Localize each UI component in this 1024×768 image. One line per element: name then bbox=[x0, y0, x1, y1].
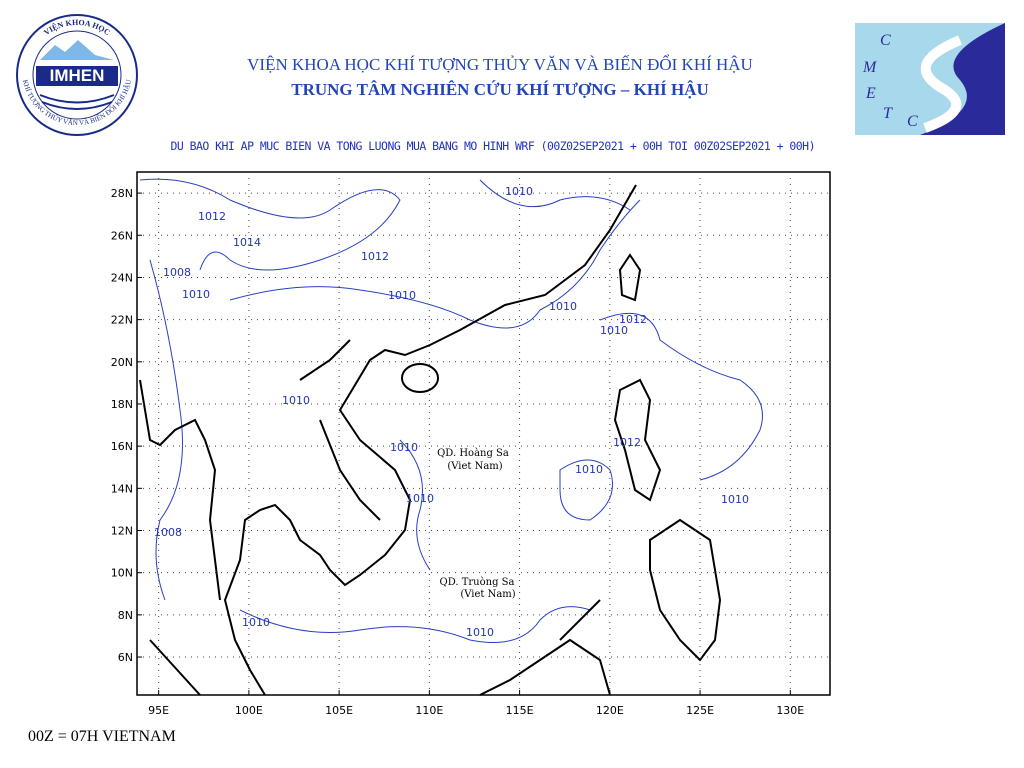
logo-left: IMHEN VIỆN KHOA HỌC KHÍ TƯỢNG THỦY VĂN V… bbox=[16, 14, 138, 136]
place-label: (Viet Nam) bbox=[460, 589, 515, 600]
header-subtitle: TRUNG TÂM NGHIÊN CỨU KHÍ TƯỢNG – KHÍ HẬU bbox=[291, 80, 708, 99]
contour-label: 1010 bbox=[406, 492, 434, 505]
y-tick-label: 18N bbox=[111, 398, 133, 411]
coast bbox=[401, 363, 439, 393]
contour-label: 1010 bbox=[182, 288, 210, 301]
logo-waves bbox=[39, 94, 115, 110]
contour-line bbox=[239, 606, 591, 643]
contour-label: 1008 bbox=[163, 266, 191, 279]
x-tick-label: 100E bbox=[235, 704, 263, 717]
y-tick-label: 10N bbox=[111, 567, 133, 580]
y-tick-label: 28N bbox=[111, 187, 133, 200]
logo-letter: C bbox=[880, 32, 891, 49]
coast bbox=[139, 379, 221, 601]
logo-right bbox=[855, 23, 1005, 135]
contour-label: 1010 bbox=[505, 185, 533, 198]
grid bbox=[137, 172, 830, 695]
contour-label: 1008 bbox=[154, 526, 182, 539]
coast bbox=[613, 378, 662, 502]
contour-label: 1010 bbox=[600, 324, 628, 337]
y-tick-label: 14N bbox=[111, 482, 133, 495]
x-tick-label: 95E bbox=[148, 704, 169, 717]
logo-name: IMHEN bbox=[50, 66, 105, 85]
logo-s bbox=[920, 35, 962, 133]
y-tick-label: 26N bbox=[111, 229, 133, 242]
footer: 00Z = 07H VIETNAM bbox=[28, 728, 176, 745]
x-tick-label: 125E bbox=[686, 704, 714, 717]
logo-shape bbox=[920, 23, 1005, 135]
contour-label: 1010 bbox=[721, 493, 749, 506]
y-tick-label: 12N bbox=[111, 525, 133, 538]
x-tick-label: 110E bbox=[415, 704, 443, 717]
contour-line bbox=[559, 459, 613, 521]
y-tick-label: 16N bbox=[111, 440, 133, 453]
header-title: VIỆN KHOA HỌC KHÍ TƯỢNG THỦY VĂN VÀ BIẾN… bbox=[247, 54, 753, 74]
border bbox=[299, 339, 381, 521]
x-tick-label: 120E bbox=[596, 704, 624, 717]
contour-label: 1010 bbox=[549, 300, 577, 313]
contour-label: 1010 bbox=[466, 626, 494, 639]
logo-letter: M bbox=[862, 59, 878, 76]
contour-line bbox=[479, 179, 631, 211]
y-tick-label: 24N bbox=[111, 271, 133, 284]
coastlines bbox=[139, 184, 722, 696]
contour-line bbox=[229, 199, 641, 329]
place-label: QD. Hoàng Sa bbox=[437, 448, 509, 459]
contour-label: 1014 bbox=[233, 236, 261, 249]
logo-letter: E bbox=[865, 85, 876, 102]
logo-letter: T bbox=[883, 105, 893, 122]
contour-label: 1012 bbox=[613, 436, 641, 449]
y-tick-label: 20N bbox=[111, 356, 133, 369]
contour-label: 1010 bbox=[282, 394, 310, 407]
contour-label: 1010 bbox=[242, 616, 270, 629]
y-tick-label: 6N bbox=[118, 651, 133, 664]
place-label: QD. Truòng Sa bbox=[440, 577, 515, 588]
logo-mountain bbox=[40, 40, 114, 60]
coast bbox=[149, 639, 201, 696]
contour-label: 1010 bbox=[575, 463, 603, 476]
x-tick-label: 115E bbox=[506, 704, 534, 717]
place-label: (Viet Nam) bbox=[447, 461, 502, 472]
map-title: DU BAO KHI AP MUC BIEN VA TONG LUONG MUA… bbox=[171, 139, 816, 153]
y-tick-label: 22N bbox=[111, 314, 133, 327]
y-tick-label: 8N bbox=[118, 609, 133, 622]
x-tick-label: 105E bbox=[325, 704, 353, 717]
contour-label: 1010 bbox=[388, 289, 416, 302]
coast bbox=[618, 253, 642, 302]
x-tick-label: 130E bbox=[776, 704, 804, 717]
coast bbox=[479, 599, 611, 696]
contours bbox=[139, 178, 763, 643]
contour-line bbox=[399, 439, 431, 571]
contour-label: 1012 bbox=[361, 250, 389, 263]
logo-band bbox=[36, 66, 118, 86]
contour-line bbox=[599, 312, 763, 481]
contour-label: 1012 bbox=[619, 313, 647, 326]
contour-line bbox=[149, 259, 183, 601]
contour-line bbox=[139, 178, 401, 271]
contour-label: 1010 bbox=[390, 441, 418, 454]
coast bbox=[649, 518, 722, 662]
coast bbox=[223, 184, 637, 696]
contour-label: 1012 bbox=[198, 210, 226, 223]
logo-letter: C bbox=[907, 113, 918, 130]
map-frame bbox=[136, 171, 831, 696]
